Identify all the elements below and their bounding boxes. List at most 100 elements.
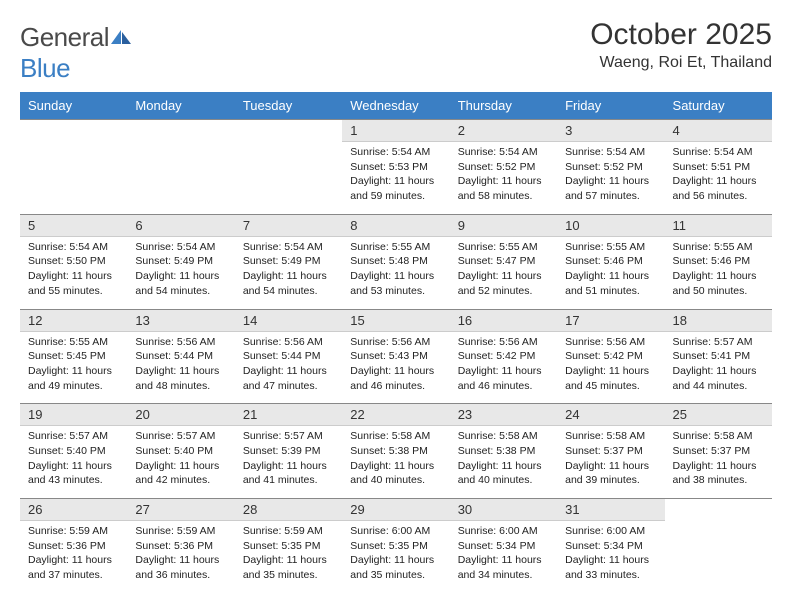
day-cell: Sunrise: 5:56 AMSunset: 5:44 PMDaylight:… bbox=[127, 331, 234, 404]
daynum-row: 567891011 bbox=[20, 214, 772, 236]
day-cell: Sunrise: 6:00 AMSunset: 5:34 PMDaylight:… bbox=[450, 521, 557, 593]
day-cell: Sunrise: 5:54 AMSunset: 5:53 PMDaylight:… bbox=[342, 142, 449, 215]
day-cell: Sunrise: 5:55 AMSunset: 5:48 PMDaylight:… bbox=[342, 236, 449, 309]
day-number: 6 bbox=[127, 214, 234, 236]
day-number: 12 bbox=[20, 309, 127, 331]
day-number: 9 bbox=[450, 214, 557, 236]
dayhead-wednesday: Wednesday bbox=[342, 92, 449, 120]
day-cell: Sunrise: 5:54 AMSunset: 5:49 PMDaylight:… bbox=[235, 236, 342, 309]
day-cell: Sunrise: 5:56 AMSunset: 5:42 PMDaylight:… bbox=[450, 331, 557, 404]
day-cell: Sunrise: 5:54 AMSunset: 5:52 PMDaylight:… bbox=[450, 142, 557, 215]
day-cell: Sunrise: 5:54 AMSunset: 5:51 PMDaylight:… bbox=[665, 142, 772, 215]
day-cell: Sunrise: 5:58 AMSunset: 5:37 PMDaylight:… bbox=[557, 426, 664, 499]
daynum-row: 12131415161718 bbox=[20, 309, 772, 331]
day-cell: Sunrise: 5:57 AMSunset: 5:41 PMDaylight:… bbox=[665, 331, 772, 404]
day-number: 14 bbox=[235, 309, 342, 331]
day-number: 25 bbox=[665, 404, 772, 426]
day-number bbox=[235, 120, 342, 142]
day-cell bbox=[127, 142, 234, 215]
dayhead-friday: Friday bbox=[557, 92, 664, 120]
day-cell: Sunrise: 6:00 AMSunset: 5:35 PMDaylight:… bbox=[342, 521, 449, 593]
day-number: 20 bbox=[127, 404, 234, 426]
day-number: 30 bbox=[450, 499, 557, 521]
day-number: 15 bbox=[342, 309, 449, 331]
day-number: 7 bbox=[235, 214, 342, 236]
day-number bbox=[665, 499, 772, 521]
day-cell: Sunrise: 5:54 AMSunset: 5:50 PMDaylight:… bbox=[20, 236, 127, 309]
logo: GeneralBlue bbox=[20, 22, 133, 84]
day-number: 17 bbox=[557, 309, 664, 331]
day-number: 21 bbox=[235, 404, 342, 426]
day-cell: Sunrise: 5:57 AMSunset: 5:39 PMDaylight:… bbox=[235, 426, 342, 499]
day-cell: Sunrise: 5:55 AMSunset: 5:46 PMDaylight:… bbox=[557, 236, 664, 309]
calendar-table: Sunday Monday Tuesday Wednesday Thursday… bbox=[20, 92, 772, 593]
dayhead-tuesday: Tuesday bbox=[235, 92, 342, 120]
day-number: 22 bbox=[342, 404, 449, 426]
logo-word2: Blue bbox=[20, 53, 70, 83]
day-cell: Sunrise: 5:59 AMSunset: 5:36 PMDaylight:… bbox=[127, 521, 234, 593]
title-block: October 2025 Waeng, Roi Et, Thailand bbox=[590, 18, 772, 72]
logo-word1: General bbox=[20, 22, 109, 52]
day-number: 4 bbox=[665, 120, 772, 142]
calendar-page: GeneralBlue October 2025 Waeng, Roi Et, … bbox=[0, 0, 792, 612]
day-cell: Sunrise: 5:58 AMSunset: 5:38 PMDaylight:… bbox=[450, 426, 557, 499]
day-number: 19 bbox=[20, 404, 127, 426]
day-cell bbox=[665, 521, 772, 593]
dayhead-sunday: Sunday bbox=[20, 92, 127, 120]
day-number: 5 bbox=[20, 214, 127, 236]
day-number: 18 bbox=[665, 309, 772, 331]
dayhead-row: Sunday Monday Tuesday Wednesday Thursday… bbox=[20, 92, 772, 120]
month-title: October 2025 bbox=[590, 18, 772, 52]
day-cell bbox=[20, 142, 127, 215]
day-data-row: Sunrise: 5:54 AMSunset: 5:50 PMDaylight:… bbox=[20, 236, 772, 309]
day-number: 16 bbox=[450, 309, 557, 331]
day-number: 8 bbox=[342, 214, 449, 236]
day-number: 27 bbox=[127, 499, 234, 521]
page-header: GeneralBlue October 2025 Waeng, Roi Et, … bbox=[20, 18, 772, 84]
dayhead-thursday: Thursday bbox=[450, 92, 557, 120]
day-number: 31 bbox=[557, 499, 664, 521]
daynum-row: 262728293031 bbox=[20, 499, 772, 521]
day-number bbox=[127, 120, 234, 142]
day-cell: Sunrise: 5:58 AMSunset: 5:38 PMDaylight:… bbox=[342, 426, 449, 499]
daynum-row: 19202122232425 bbox=[20, 404, 772, 426]
day-cell: Sunrise: 5:56 AMSunset: 5:42 PMDaylight:… bbox=[557, 331, 664, 404]
day-number: 10 bbox=[557, 214, 664, 236]
day-cell: Sunrise: 5:57 AMSunset: 5:40 PMDaylight:… bbox=[127, 426, 234, 499]
day-number: 26 bbox=[20, 499, 127, 521]
day-cell: Sunrise: 5:55 AMSunset: 5:46 PMDaylight:… bbox=[665, 236, 772, 309]
day-number: 1 bbox=[342, 120, 449, 142]
daynum-row: 1234 bbox=[20, 120, 772, 142]
day-number: 28 bbox=[235, 499, 342, 521]
day-cell: Sunrise: 5:55 AMSunset: 5:47 PMDaylight:… bbox=[450, 236, 557, 309]
logo-sail-icon bbox=[109, 28, 133, 46]
day-number bbox=[20, 120, 127, 142]
day-cell: Sunrise: 5:57 AMSunset: 5:40 PMDaylight:… bbox=[20, 426, 127, 499]
day-cell: Sunrise: 5:56 AMSunset: 5:44 PMDaylight:… bbox=[235, 331, 342, 404]
day-number: 24 bbox=[557, 404, 664, 426]
day-cell bbox=[235, 142, 342, 215]
day-cell: Sunrise: 6:00 AMSunset: 5:34 PMDaylight:… bbox=[557, 521, 664, 593]
day-number: 3 bbox=[557, 120, 664, 142]
dayhead-monday: Monday bbox=[127, 92, 234, 120]
location: Waeng, Roi Et, Thailand bbox=[590, 54, 772, 72]
day-number: 11 bbox=[665, 214, 772, 236]
day-number: 13 bbox=[127, 309, 234, 331]
logo-text: GeneralBlue bbox=[20, 22, 133, 84]
day-data-row: Sunrise: 5:54 AMSunset: 5:53 PMDaylight:… bbox=[20, 142, 772, 215]
day-data-row: Sunrise: 5:55 AMSunset: 5:45 PMDaylight:… bbox=[20, 331, 772, 404]
dayhead-saturday: Saturday bbox=[665, 92, 772, 120]
day-data-row: Sunrise: 5:59 AMSunset: 5:36 PMDaylight:… bbox=[20, 521, 772, 593]
calendar-body: 1234Sunrise: 5:54 AMSunset: 5:53 PMDayli… bbox=[20, 120, 772, 593]
day-cell: Sunrise: 5:59 AMSunset: 5:35 PMDaylight:… bbox=[235, 521, 342, 593]
day-number: 23 bbox=[450, 404, 557, 426]
day-data-row: Sunrise: 5:57 AMSunset: 5:40 PMDaylight:… bbox=[20, 426, 772, 499]
day-number: 29 bbox=[342, 499, 449, 521]
day-cell: Sunrise: 5:56 AMSunset: 5:43 PMDaylight:… bbox=[342, 331, 449, 404]
day-cell: Sunrise: 5:54 AMSunset: 5:52 PMDaylight:… bbox=[557, 142, 664, 215]
day-cell: Sunrise: 5:59 AMSunset: 5:36 PMDaylight:… bbox=[20, 521, 127, 593]
day-cell: Sunrise: 5:55 AMSunset: 5:45 PMDaylight:… bbox=[20, 331, 127, 404]
day-number: 2 bbox=[450, 120, 557, 142]
day-cell: Sunrise: 5:58 AMSunset: 5:37 PMDaylight:… bbox=[665, 426, 772, 499]
day-cell: Sunrise: 5:54 AMSunset: 5:49 PMDaylight:… bbox=[127, 236, 234, 309]
